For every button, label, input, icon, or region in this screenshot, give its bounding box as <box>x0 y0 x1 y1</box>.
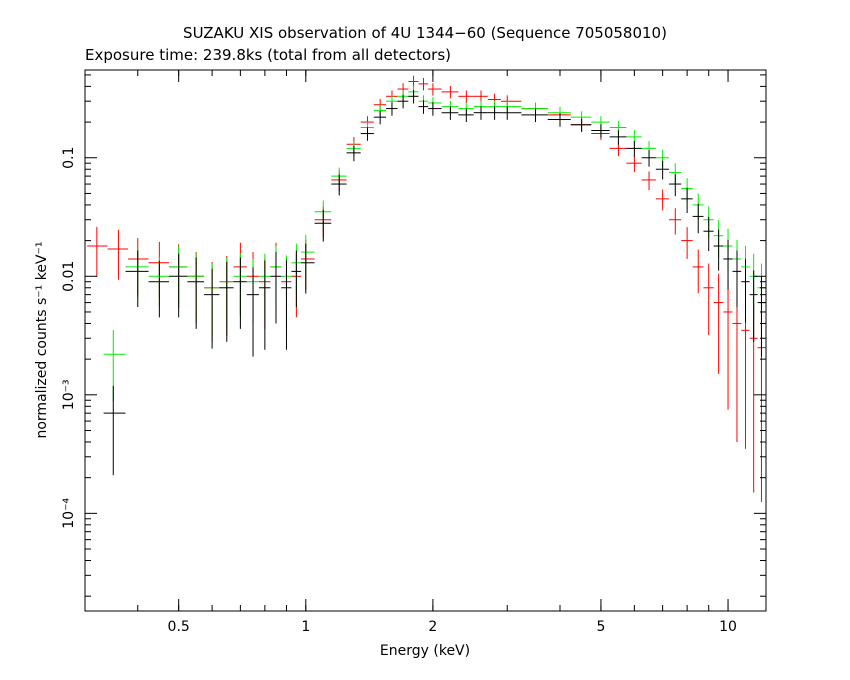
data-point <box>103 330 126 402</box>
data-point <box>373 110 387 125</box>
data-point <box>148 241 170 299</box>
data-point <box>473 106 488 120</box>
data-point <box>314 209 332 242</box>
data-point <box>386 102 398 116</box>
data-point <box>641 150 656 167</box>
x-tick-label: 0.5 <box>168 619 190 635</box>
data-point <box>103 385 126 476</box>
data-point <box>128 238 149 295</box>
data-point <box>681 187 693 213</box>
data-point <box>125 250 149 308</box>
data-point <box>487 106 501 120</box>
data-point <box>204 268 220 349</box>
data-point <box>408 90 419 104</box>
data-point <box>233 257 247 329</box>
data-point <box>301 239 315 290</box>
data-point <box>668 174 682 197</box>
data-point <box>418 100 429 114</box>
data-point <box>418 78 429 91</box>
data-point <box>441 106 459 120</box>
data-point <box>500 95 522 108</box>
data-point <box>641 171 656 191</box>
x-tick-label: 10 <box>719 619 737 635</box>
data-point <box>757 276 766 357</box>
data-point <box>655 160 669 180</box>
data-point <box>681 227 693 259</box>
data-point <box>258 260 271 350</box>
spectrum-series <box>103 90 766 476</box>
data-point <box>360 127 374 141</box>
x-tick-label: 1 <box>301 619 310 635</box>
data-point <box>281 260 292 350</box>
data-point <box>703 216 714 252</box>
data-point <box>668 208 682 235</box>
x-tick-label: 5 <box>596 619 605 635</box>
data-point <box>547 113 571 127</box>
data-point <box>246 267 259 357</box>
data-point <box>270 252 282 324</box>
data-point <box>346 145 361 162</box>
data-point <box>397 94 409 109</box>
data-point <box>428 97 442 110</box>
spectrum-series <box>87 75 766 502</box>
x-axis-label: Energy (keV) <box>380 643 470 659</box>
data-point <box>521 108 548 123</box>
y-tick-label: 10⁻⁴ <box>61 498 77 529</box>
x-tick-label: 2 <box>428 619 437 635</box>
data-point <box>458 108 474 123</box>
data-point <box>87 226 108 277</box>
data-point <box>570 111 592 124</box>
data-point <box>749 270 758 342</box>
data-point <box>521 102 548 116</box>
data-point <box>148 260 170 318</box>
data-point <box>626 155 642 173</box>
data-point <box>441 85 459 99</box>
data-point <box>570 118 592 132</box>
data-point <box>732 290 742 442</box>
data-point <box>125 247 149 298</box>
data-point <box>187 257 205 329</box>
y-axis-label: normalized counts s⁻¹ keV⁻¹ <box>34 241 50 438</box>
data-point <box>428 102 442 116</box>
data-point <box>291 250 302 308</box>
chart-title: SUZAKU XIS observation of 4U 1344−60 (Se… <box>183 24 667 42</box>
data-point <box>458 90 474 103</box>
data-point <box>713 273 724 374</box>
data-point <box>107 229 129 280</box>
data-point <box>591 124 610 138</box>
plot-frame <box>84 69 767 612</box>
data-point <box>692 203 704 234</box>
y-tick-label: 0.01 <box>61 261 77 292</box>
y-tick-label: 10⁻³ <box>61 379 77 410</box>
data-point <box>655 189 669 211</box>
series-layer <box>87 75 766 502</box>
data-point <box>169 253 188 318</box>
data-point <box>219 261 234 342</box>
chart-subtitle: Exposure time: 239.8ks (total from all d… <box>85 46 451 64</box>
data-point <box>428 83 442 96</box>
data-point <box>609 130 627 145</box>
data-point <box>547 106 571 120</box>
data-point <box>732 250 742 308</box>
data-point <box>692 249 704 294</box>
data-point <box>301 234 315 279</box>
data-point <box>713 229 724 271</box>
axes-layer: 0.5 1 2 5 10 0.1 0.01 10⁻³ 10⁻⁴ <box>61 70 766 635</box>
data-point <box>741 259 750 323</box>
data-point <box>723 239 733 290</box>
data-point <box>703 263 714 335</box>
y-tick-label: 0.1 <box>61 147 77 169</box>
data-point <box>500 100 522 114</box>
data-point <box>301 243 315 294</box>
data-point <box>626 141 642 157</box>
data-point <box>723 280 733 410</box>
data-point <box>331 174 347 196</box>
spectrum-series <box>103 85 766 402</box>
data-point <box>500 106 522 120</box>
